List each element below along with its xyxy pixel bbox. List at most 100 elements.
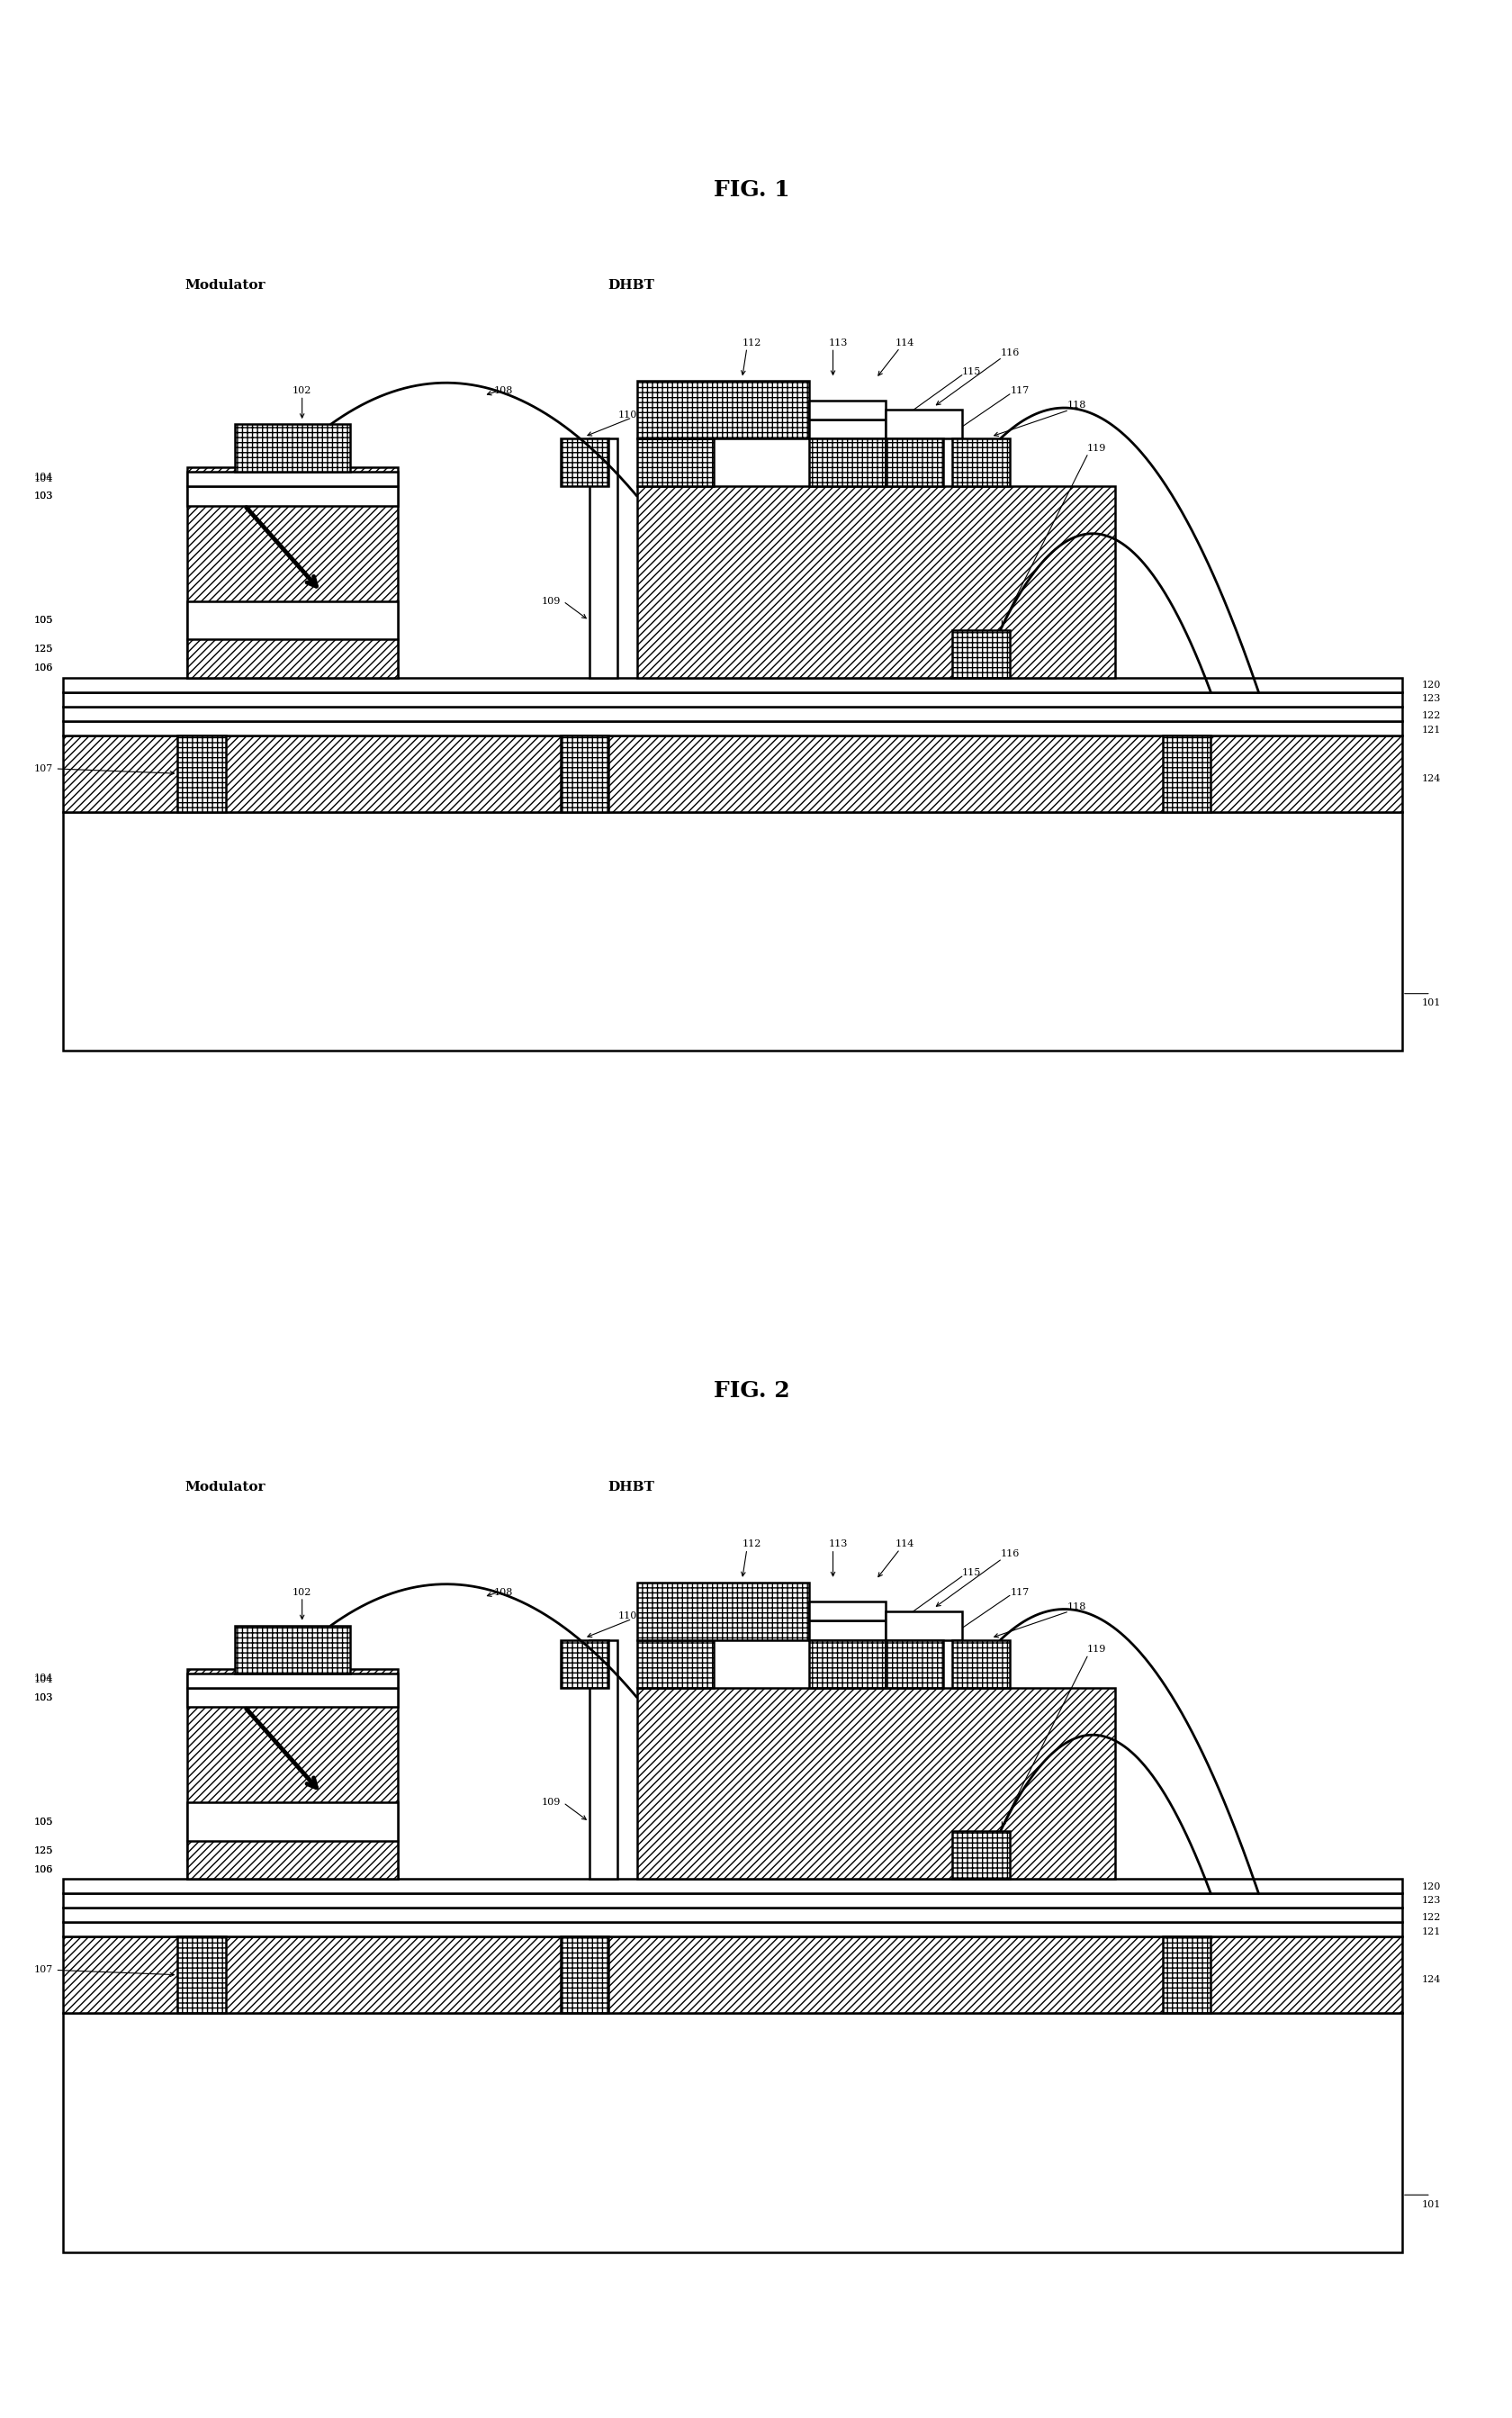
Bar bbox=[559, 438, 608, 486]
Bar bbox=[187, 1804, 398, 1840]
Bar bbox=[953, 438, 1010, 486]
Bar bbox=[187, 602, 398, 638]
Text: 114: 114 bbox=[895, 1540, 913, 1550]
Bar bbox=[809, 418, 885, 438]
Bar bbox=[64, 692, 1402, 706]
Bar bbox=[177, 735, 225, 812]
Bar bbox=[953, 631, 1010, 677]
Text: 108: 108 bbox=[493, 387, 513, 394]
Text: 122: 122 bbox=[1420, 1913, 1439, 1922]
Bar bbox=[809, 1639, 885, 1688]
Bar bbox=[64, 1879, 1402, 1893]
Text: 109: 109 bbox=[541, 1799, 559, 1806]
Bar bbox=[588, 438, 617, 677]
Text: 103: 103 bbox=[35, 1693, 53, 1702]
Text: 104: 104 bbox=[35, 1673, 53, 1683]
Text: 106: 106 bbox=[35, 1864, 53, 1874]
Text: 113: 113 bbox=[827, 1540, 847, 1550]
Text: 114: 114 bbox=[895, 339, 913, 348]
Bar bbox=[187, 1668, 398, 1879]
Text: 117: 117 bbox=[1010, 1589, 1028, 1596]
Bar bbox=[559, 1937, 608, 2014]
Text: DHBT: DHBT bbox=[608, 278, 655, 293]
Bar bbox=[187, 467, 398, 677]
Bar bbox=[187, 1688, 398, 1707]
Bar bbox=[64, 1908, 1402, 1922]
Text: 119: 119 bbox=[1086, 442, 1105, 452]
Text: Modulator: Modulator bbox=[184, 278, 266, 293]
Bar bbox=[809, 438, 885, 486]
Bar bbox=[64, 2014, 1402, 2251]
Bar bbox=[885, 1610, 962, 1639]
Text: 102: 102 bbox=[292, 1589, 311, 1596]
Text: 109: 109 bbox=[541, 597, 559, 607]
Text: 121: 121 bbox=[1420, 725, 1439, 735]
Bar bbox=[234, 1625, 349, 1673]
Text: 124: 124 bbox=[1420, 1976, 1439, 1985]
Text: 108: 108 bbox=[493, 1589, 513, 1596]
Text: 125: 125 bbox=[35, 1845, 53, 1855]
Text: 122: 122 bbox=[1420, 711, 1439, 721]
Bar bbox=[1163, 735, 1210, 812]
Text: 103: 103 bbox=[35, 1693, 53, 1702]
Text: 111: 111 bbox=[656, 406, 674, 413]
Text: 104: 104 bbox=[35, 472, 53, 481]
Bar bbox=[809, 1601, 885, 1620]
Text: 115: 115 bbox=[962, 368, 981, 377]
Text: 105: 105 bbox=[35, 1818, 53, 1826]
Text: 119: 119 bbox=[1086, 1644, 1105, 1654]
Bar bbox=[187, 638, 398, 658]
Bar bbox=[64, 677, 1402, 692]
Text: 107: 107 bbox=[35, 1966, 53, 1976]
Text: 106: 106 bbox=[35, 665, 53, 672]
Text: 113: 113 bbox=[827, 339, 847, 348]
Bar bbox=[559, 735, 608, 812]
Bar bbox=[187, 1859, 398, 1879]
Text: FIG. 2: FIG. 2 bbox=[714, 1381, 789, 1402]
Text: 101: 101 bbox=[1420, 999, 1439, 1008]
Bar bbox=[637, 438, 714, 486]
Bar bbox=[234, 423, 349, 472]
Bar bbox=[559, 1639, 608, 1688]
Text: 106: 106 bbox=[35, 665, 53, 672]
Bar bbox=[885, 438, 942, 486]
Bar bbox=[64, 721, 1402, 735]
Bar bbox=[637, 1639, 714, 1688]
Bar bbox=[637, 1581, 809, 1639]
Text: 102: 102 bbox=[292, 387, 311, 394]
Text: 125: 125 bbox=[35, 646, 53, 653]
Text: 112: 112 bbox=[741, 339, 761, 348]
Text: 125: 125 bbox=[35, 646, 53, 653]
Bar bbox=[809, 401, 885, 418]
Text: 115: 115 bbox=[962, 1569, 981, 1577]
Text: 123: 123 bbox=[1420, 1896, 1439, 1905]
Text: 103: 103 bbox=[35, 491, 53, 501]
Text: 120: 120 bbox=[1420, 682, 1439, 689]
Text: 110: 110 bbox=[617, 411, 637, 418]
Text: 116: 116 bbox=[999, 348, 1019, 358]
Text: FIG. 1: FIG. 1 bbox=[714, 179, 789, 201]
Bar bbox=[885, 411, 962, 438]
Text: 120: 120 bbox=[1420, 1881, 1439, 1891]
Bar bbox=[885, 1639, 942, 1688]
Text: 105: 105 bbox=[35, 617, 53, 624]
Bar bbox=[637, 1688, 1114, 1879]
Text: 124: 124 bbox=[1420, 774, 1439, 783]
Text: DHBT: DHBT bbox=[608, 1480, 655, 1494]
Text: 118: 118 bbox=[1066, 1603, 1086, 1610]
Bar bbox=[64, 735, 1402, 812]
Bar bbox=[177, 1937, 225, 2014]
Bar bbox=[187, 486, 398, 505]
Text: 106: 106 bbox=[35, 1864, 53, 1874]
Text: 123: 123 bbox=[1420, 694, 1439, 704]
Text: 118: 118 bbox=[1066, 401, 1086, 409]
Bar bbox=[637, 382, 809, 438]
Text: 111: 111 bbox=[656, 1608, 674, 1615]
Text: 117: 117 bbox=[1010, 387, 1028, 394]
Text: 125: 125 bbox=[35, 1845, 53, 1855]
Bar bbox=[187, 472, 398, 486]
Text: 104: 104 bbox=[35, 474, 53, 484]
Text: 110: 110 bbox=[617, 1610, 637, 1620]
Text: 112: 112 bbox=[741, 1540, 761, 1550]
Bar bbox=[187, 1840, 398, 1859]
